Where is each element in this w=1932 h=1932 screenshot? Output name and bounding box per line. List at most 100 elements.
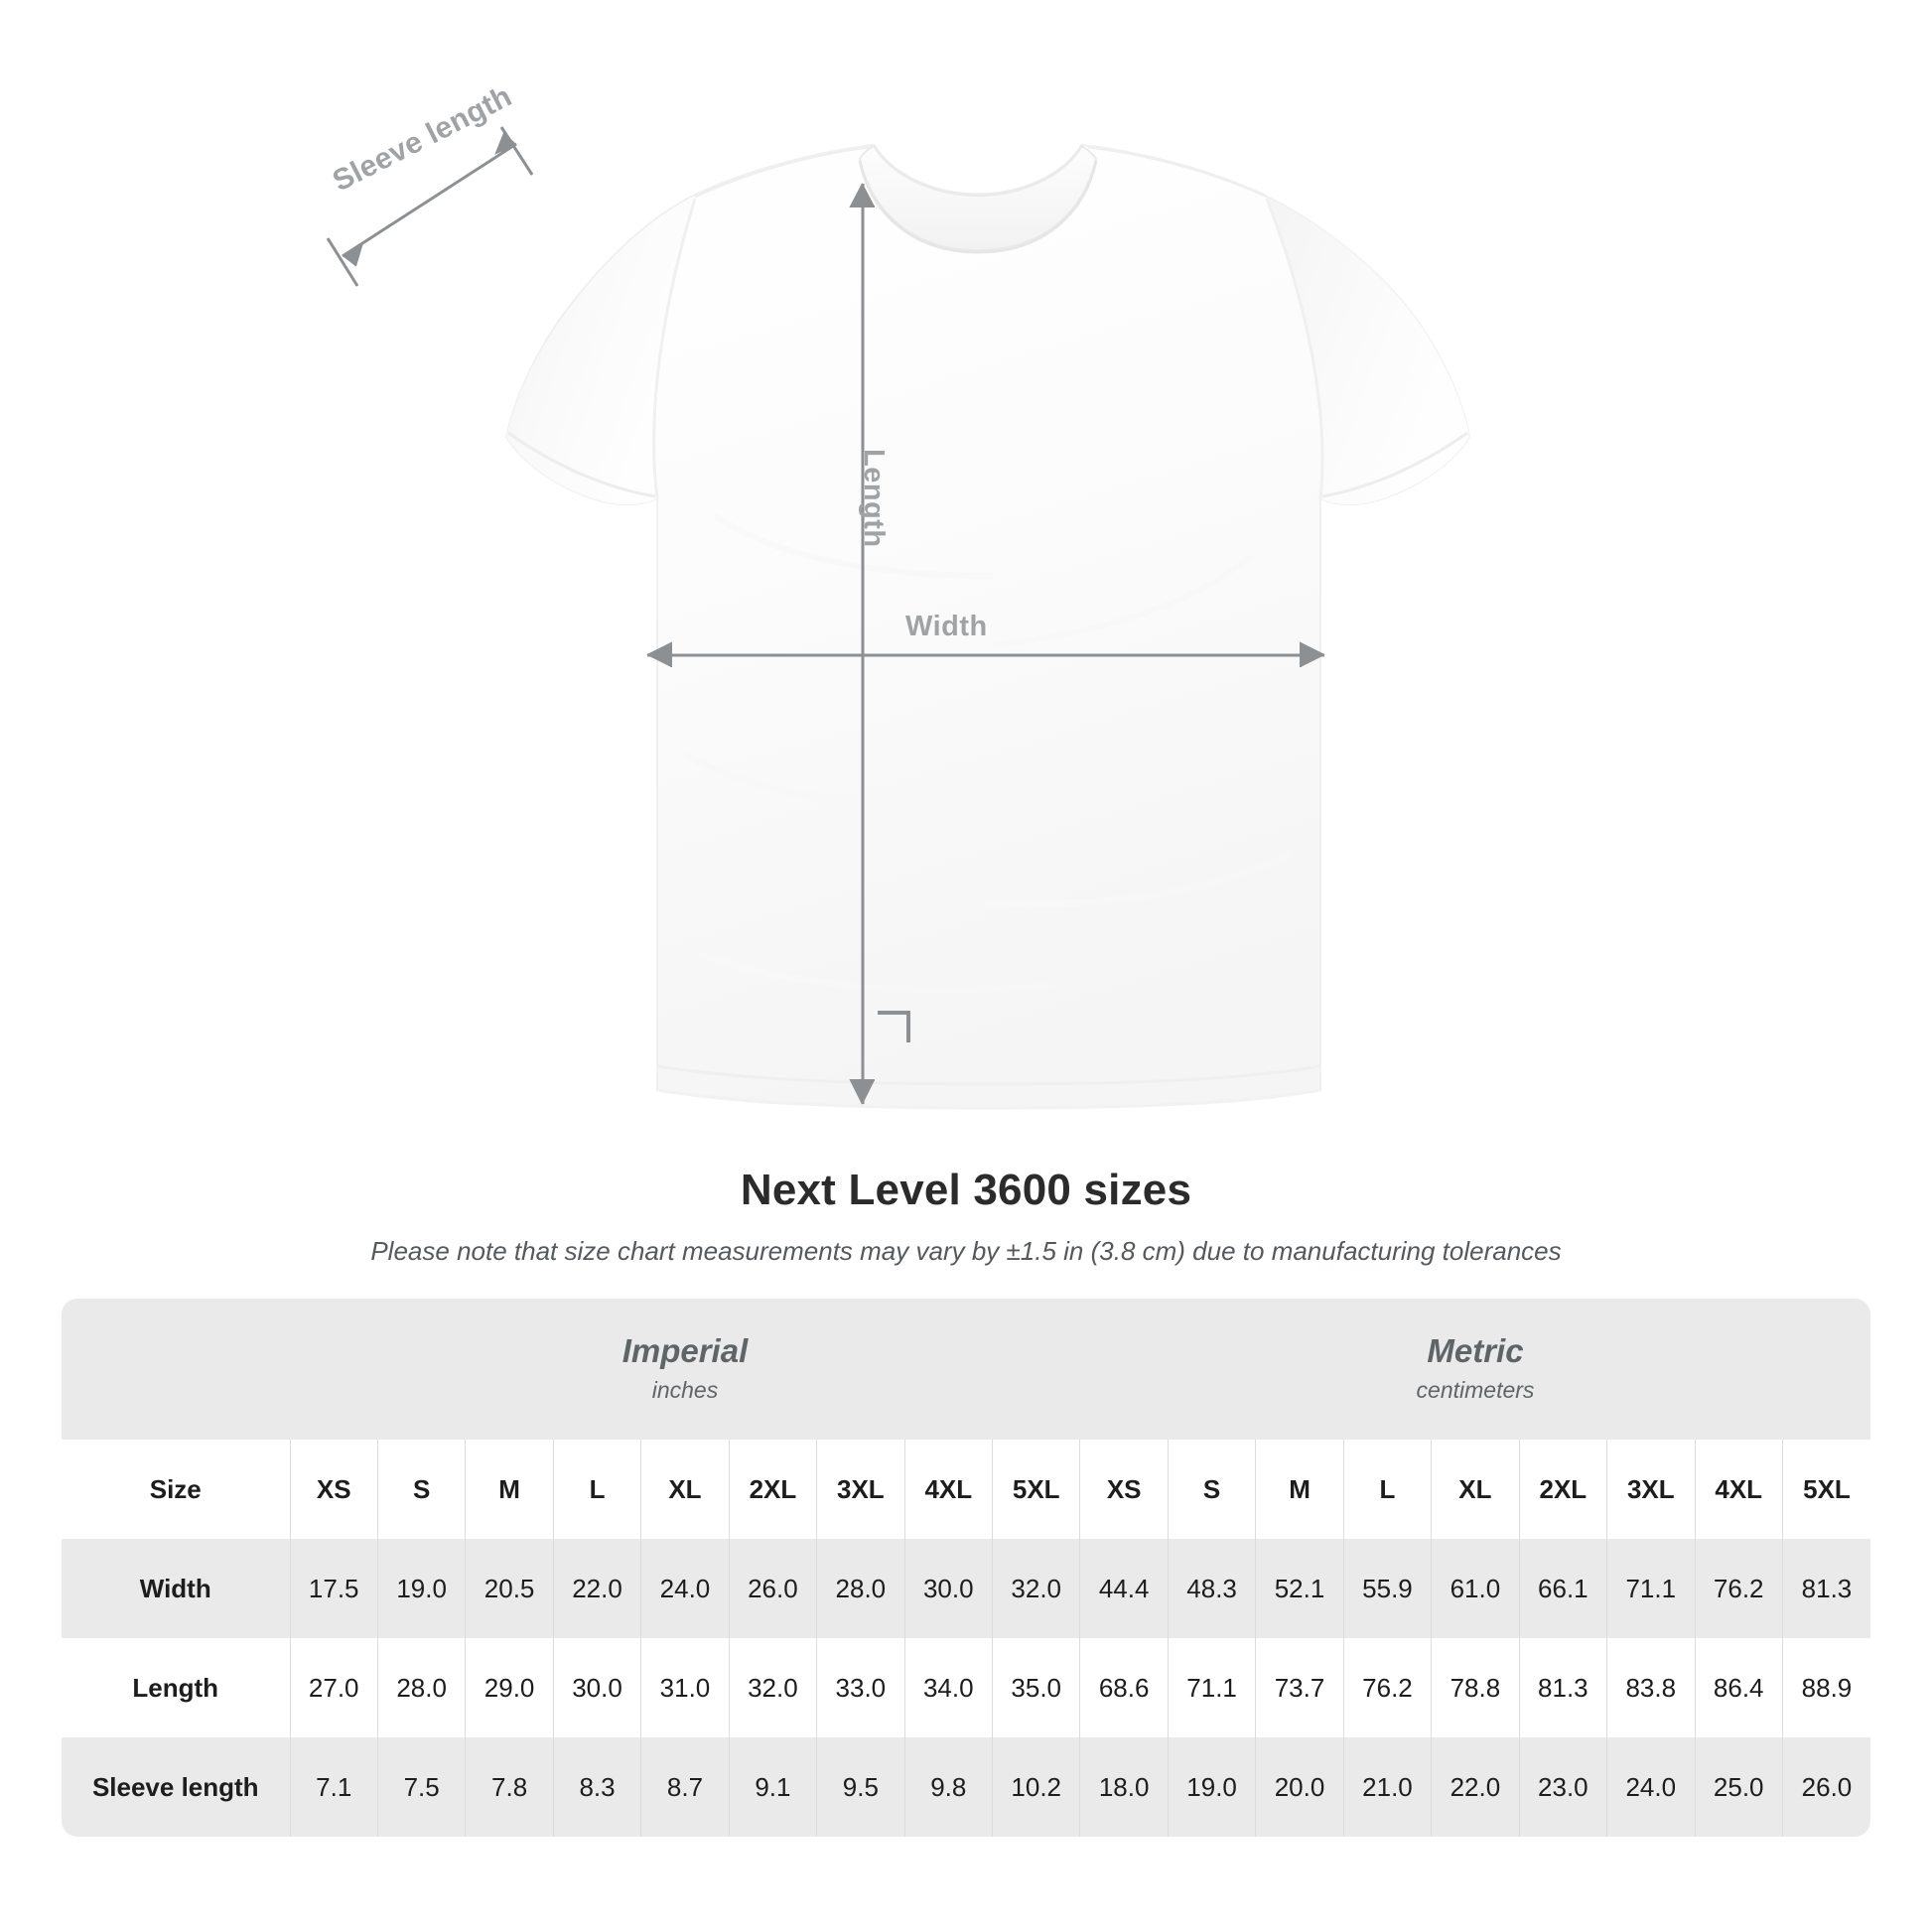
size-column-header: 4XL [1694,1440,1783,1539]
measurement-cell: 26.0 [728,1539,817,1638]
title-block: Next Level 3600 sizes Please note that s… [0,1166,1932,1268]
measurement-cell: 19.0 [376,1539,466,1638]
measurement-cell: 22.0 [1431,1737,1520,1837]
table-row: Length 27.0 28.0 29.0 30.0 31.0 32.0 33.0 34.0 35… [62,1638,1870,1737]
size-chart-table: Imperial inches Metric centimeters Size XS S M L… [62,1299,1870,1837]
measurement-cell: 81.3 [1518,1638,1607,1737]
measurement-cell: 73.7 [1255,1638,1344,1737]
tshirt-body [504,143,1471,1110]
measurement-cell: 7.8 [465,1737,554,1837]
measurement-cell: 30.0 [903,1539,993,1638]
unit-banner-corner [62,1299,290,1440]
measurement-cell: 81.3 [1781,1539,1870,1638]
measurement-cell: 9.1 [728,1737,817,1837]
length-arrow [849,183,910,1105]
measurement-cell: 8.7 [640,1737,730,1837]
measurement-cell: 28.0 [816,1539,905,1638]
measurement-cell: 48.3 [1167,1539,1256,1638]
measurement-cell: 86.4 [1694,1638,1783,1737]
measurement-cell: 66.1 [1518,1539,1607,1638]
measurement-cell: 71.1 [1167,1638,1256,1737]
width-label: Width [905,611,988,642]
measurement-cell: 35.0 [991,1638,1080,1737]
measurement-cell: 33.0 [816,1638,905,1737]
unit-banner-metric: Metric centimeters [1079,1299,1870,1440]
measurement-cell: 28.0 [376,1638,466,1737]
measurement-cell: 68.6 [1079,1638,1169,1737]
size-column-header: M [465,1440,554,1539]
width-arrow [646,641,1325,667]
measurement-cell: 25.0 [1694,1737,1783,1837]
measurement-cell: 23.0 [1518,1737,1607,1837]
page-title: Next Level 3600 sizes [740,1166,1192,1214]
measurement-cell: 24.0 [1606,1737,1695,1837]
size-column-header: 2XL [1518,1440,1607,1539]
measurement-cell: 88.9 [1781,1638,1870,1737]
length-label: Length [858,449,890,548]
size-column-header: XL [640,1440,730,1539]
tolerance-note: Please note that size chart measurements… [370,1236,1562,1267]
row-label: Sleeve length [62,1737,290,1837]
size-column-header: S [376,1440,466,1539]
size-column-header: L [1342,1440,1432,1539]
tshirt-illustration [326,126,1471,1110]
size-column-header: M [1255,1440,1344,1539]
measurement-cell: 17.5 [289,1539,378,1638]
size-column-header: S [1167,1440,1256,1539]
unit-name: Metric [1427,1331,1524,1369]
measurement-cell: 31.0 [640,1638,730,1737]
measurement-cell: 22.0 [552,1539,641,1638]
size-header-row: Size XS S M L XL 2XL 3XL 4XL 5XL XS S M L XL 2XL 3XL 4XL 5… [62,1440,1870,1539]
size-chart-table-container: Imperial inches Metric centimeters Size XS S M L… [62,1299,1870,1837]
row-label: Length [62,1638,290,1737]
sleeve-length-arrow [326,126,534,287]
unit-subtitle: inches [651,1376,719,1403]
size-column-header: XL [1431,1440,1520,1539]
measurement-cell: 83.8 [1606,1638,1695,1737]
measurement-cell: 10.2 [991,1737,1080,1837]
table-row: Sleeve length 7.1 7.5 7.8 8.3 8.7 9.1 9.5 9.8 10.… [62,1737,1870,1837]
measurement-cell: 21.0 [1342,1737,1432,1837]
size-header-cell: Size [62,1440,290,1539]
measurement-cell: 34.0 [903,1638,993,1737]
measurement-cell: 29.0 [465,1638,554,1737]
table-row: Width 17.5 19.0 20.5 22.0 24.0 26.0 28.0 30.0 32.… [62,1539,1870,1638]
measurement-cell: 52.1 [1255,1539,1344,1638]
measurement-cell: 44.4 [1079,1539,1169,1638]
size-column-header: 5XL [1781,1440,1870,1539]
measurement-cell: 7.5 [376,1737,466,1837]
size-column-header: 2XL [728,1440,817,1539]
size-column-header: XS [1079,1440,1169,1539]
measurement-cell: 7.1 [289,1737,378,1837]
measurement-cell: 9.8 [903,1737,993,1837]
measurement-cell: 76.2 [1342,1638,1432,1737]
size-column-header: 3XL [1606,1440,1695,1539]
measurement-cell: 26.0 [1781,1737,1870,1837]
row-label: Width [62,1539,290,1638]
unit-banner-row: Imperial inches Metric centimeters [62,1299,1870,1440]
measurement-cell: 19.0 [1167,1737,1256,1837]
unit-subtitle: centimeters [1416,1376,1535,1403]
measurement-cell: 27.0 [289,1638,378,1737]
measurement-cell: 76.2 [1694,1539,1783,1638]
measurement-cell: 8.3 [552,1737,641,1837]
unit-banner-imperial: Imperial inches [290,1299,1080,1440]
measurement-cell: 32.0 [991,1539,1080,1638]
measurement-arrows [326,126,1325,1105]
size-column-header: 3XL [816,1440,905,1539]
measurement-cell: 20.5 [465,1539,554,1638]
size-column-header: 5XL [991,1440,1080,1539]
measurement-cell: 32.0 [728,1638,817,1737]
measurement-cell: 18.0 [1079,1737,1169,1837]
size-column-header: L [552,1440,641,1539]
measurement-cell: 20.0 [1255,1737,1344,1837]
unit-name: Imperial [621,1331,749,1369]
size-column-header: 4XL [903,1440,993,1539]
measurement-cell: 78.8 [1431,1638,1520,1737]
measurement-cell: 30.0 [552,1638,641,1737]
tshirt-diagram: Sleeve length Length Width [326,79,1471,1110]
measurement-cell: 61.0 [1431,1539,1520,1638]
measurement-cell: 9.5 [816,1737,905,1837]
measurement-cell: 71.1 [1606,1539,1695,1638]
measurement-cell: 55.9 [1342,1539,1432,1638]
